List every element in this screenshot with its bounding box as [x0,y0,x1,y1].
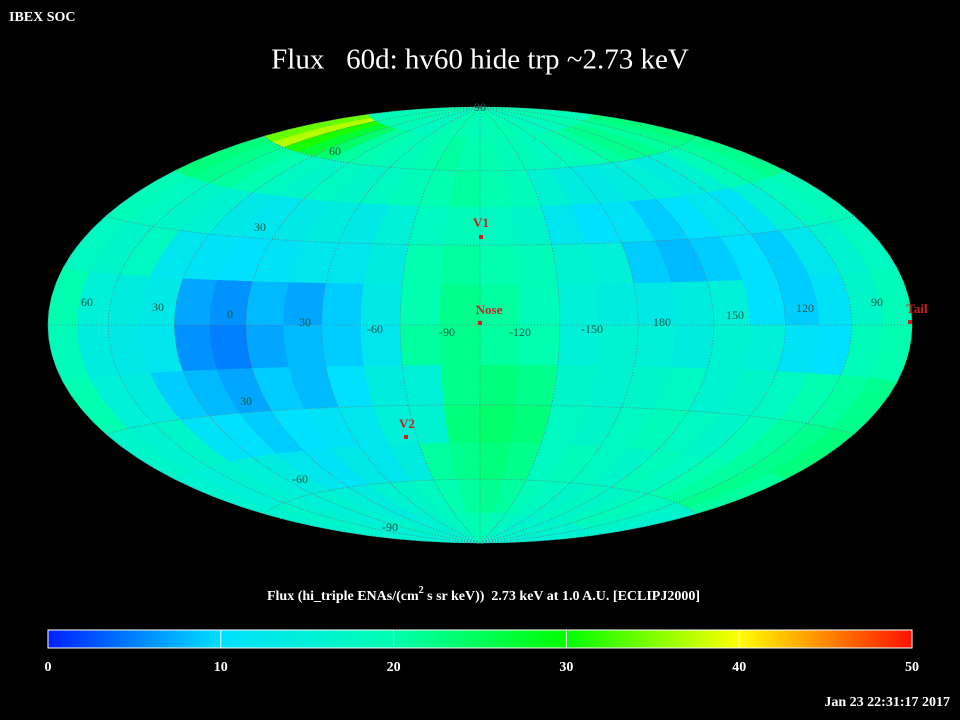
flux-cell [595,283,639,326]
grid-label: 30 [254,220,266,234]
flux-cell [479,244,520,286]
marker-label: Nose [476,302,503,317]
graticule-line [479,106,639,544]
grid-label: 120 [796,301,814,315]
marker-label: V2 [399,416,415,431]
grid-label: -60 [367,322,383,336]
flux-cell [633,324,677,368]
flux-cell [402,365,445,406]
marker-dot [479,235,483,239]
colorbar-tick-label: 30 [559,660,573,675]
flux-cell [557,283,600,326]
grid-label: -60 [292,472,308,486]
flux-cell [245,281,290,326]
grid-label: 30 [152,300,164,314]
flux-cell [443,404,481,444]
flux-cell [245,324,290,369]
colorbar-tick-label: 10 [214,660,228,675]
grid-label: -90 [382,520,398,534]
graticule-line [245,106,481,544]
graticule-line [479,106,715,544]
flux-cell [515,365,558,406]
grid-label: 90 [871,295,883,309]
grid-label: 150 [726,308,744,322]
graticule-line [399,106,481,544]
colorbar-tick-label: 20 [387,660,401,675]
flux-cell [518,284,560,326]
flux-cell [440,364,481,406]
colorbar-label-part: s sr keV)) 2.73 keV at 1.0 A.U. [ECLIPJ2… [424,589,700,604]
graticule-line [105,215,855,246]
flux-cell [479,531,593,544]
grid-label: -120 [509,325,531,339]
grid-label: -150 [581,322,603,336]
timestamp: Jan 23 22:31:17 2017 [824,695,950,710]
marker-dot [478,321,482,325]
flux-cell [440,244,481,286]
flux-cell [479,404,517,444]
marker-label: V1 [473,215,489,230]
markers: V1 Nose V2 Tail [399,215,928,439]
flux-cell [321,283,365,326]
flux-cell [670,281,715,326]
colorbar-tick-label: 50 [905,660,919,675]
corner-label: IBEX SOC [9,10,76,25]
grid-label: 0 [227,307,233,321]
chart-title: Flux 60d: hv60 hide trp ~2.73 keV [271,44,689,76]
grid-label: 90 [474,100,486,114]
colorbar-tick-label: 0 [45,660,52,675]
flux-cell [515,244,558,285]
grid-label: 30 [299,315,311,329]
flux-cell [479,364,520,406]
marker-label: Tail [906,301,928,316]
graticule [47,106,913,544]
marker-dot [404,435,408,439]
grid-label: 180 [653,315,671,329]
colorbar-label-part: Flux (hi_triple ENAs/(cm [267,589,419,604]
flux-cell [400,324,442,366]
marker-dot [908,320,912,324]
grid-label: 30 [240,394,252,408]
grid-label: 60 [81,295,93,309]
flux-cell [439,284,481,326]
colorbar [47,629,913,649]
flux-cell [360,283,403,326]
grid-labels: 90 60 30 60 30 0 30 -60 -90 -120 -150 180 150 120 90 30… [81,100,883,534]
colorbar-label: Flux (hi_triple ENAs/(cm2 s sr keV)) 2.7… [249,585,710,604]
colorbar-ticks: 0 10 20 30 40 50 [45,630,919,675]
flux-cell [321,324,365,367]
grid-label: 60 [329,144,341,158]
graticule-line [479,106,853,544]
flux-cells [47,106,913,544]
colorbar-label-sup: 2 [419,585,424,596]
graticule-line [105,404,855,435]
colorbar-tick-label: 40 [732,660,746,675]
flux-cell [670,324,715,369]
flux-cell [400,284,442,326]
flux-cell [283,324,327,368]
grid-label: -90 [439,325,455,339]
flux-cell [402,244,445,285]
